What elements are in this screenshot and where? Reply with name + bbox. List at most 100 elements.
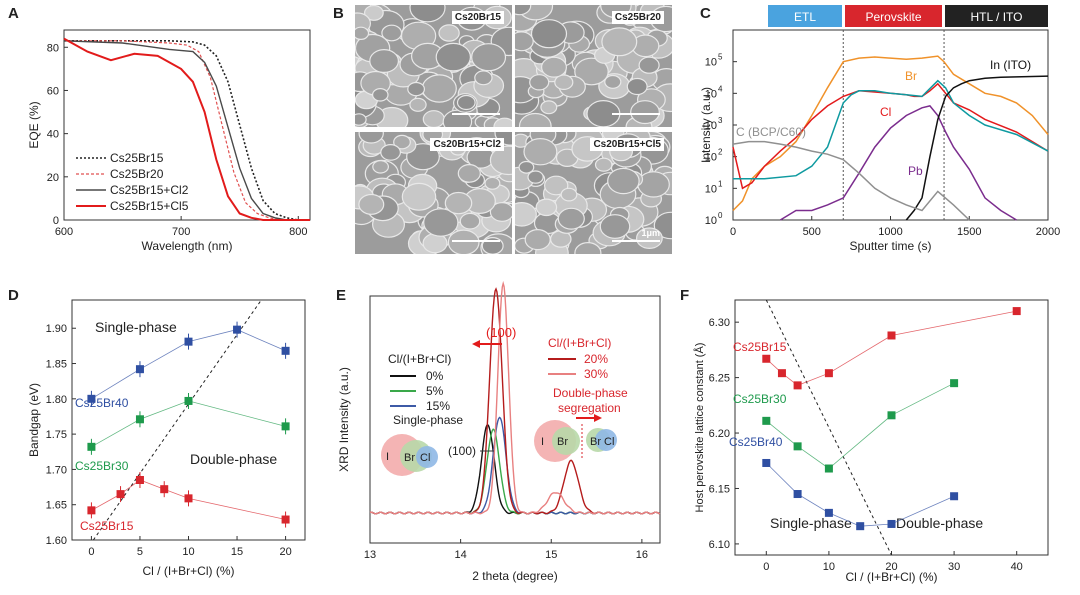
panel-c-xtick-2000: 2000 (1036, 226, 1060, 238)
panel-a-line-cs25br15-cl5 (63, 37, 310, 221)
panel-c-ytick-exp-2: 2 (718, 148, 723, 157)
sem-tile-cs20br15-cl5: Cs20Br15+Cl5 1μm (515, 132, 672, 254)
panel-d-ytick-1-90: 1.90 (46, 323, 67, 335)
panel-f-point-cs25br30 (793, 442, 802, 451)
panel-e-legend-label-0: 0% (426, 369, 444, 383)
panel-e-venn-label-br: Br (404, 452, 415, 464)
panel-a-ytick-60: 60 (47, 85, 59, 97)
panel-d-point-cs25br15 (281, 515, 290, 524)
panel-c-series-label-br: Br (905, 69, 917, 83)
panel-c-series-label-in-ito: In (ITO) (990, 58, 1031, 72)
panel-a-xtick-700: 700 (172, 226, 190, 238)
panel-e-legend-title-right: Cl/(I+Br+Cl) (548, 336, 611, 350)
panel-d-point-cs25br30 (184, 396, 193, 405)
panel-d-point-cs25br15 (135, 476, 144, 484)
panel-e-frame (369, 295, 661, 544)
panel-f-region-single: Single-phase (770, 515, 852, 531)
panel-e-legend-label-15: 15% (426, 399, 450, 413)
panel-f-series-label-cs25br30: Cs25Br30 (733, 392, 787, 406)
panel-a-line-cs25br15 (64, 39, 310, 221)
sem-tile-label: Cs20Br15+Cl2 (430, 138, 504, 151)
panel-f-point-cs25br40 (824, 508, 833, 517)
panel-e-shift-arrowhead-right (594, 414, 602, 422)
panel-d-series-label-cs25br30: Cs25Br30 (75, 459, 129, 473)
panel-e-annotation-double-1: Double-phase (553, 386, 628, 400)
panel-e-annotation-single: Single-phase (393, 413, 463, 427)
sem-scale-bar (452, 113, 500, 115)
panel-d-xtick-20: 20 (279, 546, 291, 558)
panel-d-xtick-0: 0 (88, 546, 94, 558)
panel-d-region-single: Single-phase (95, 319, 177, 335)
panel-a-ytick-20: 20 (47, 172, 59, 184)
panel-d-series-label-cs25br40: Cs25Br40 (75, 396, 129, 410)
panel-f-ytick-6-10: 6.10 (709, 539, 730, 551)
panel-c-ytick-3: 10 (705, 120, 717, 132)
sem-scale-bar (612, 240, 660, 242)
panel-d-series-label-cs25br15: Cs25Br15 (80, 519, 134, 533)
panel-c-layer-label-htl-ito: HTL / ITO (970, 10, 1022, 24)
panel-c-line-series-2 (733, 79, 1049, 180)
panel-c-series-label-c-bcp-c60: C (BCP/C60) (736, 125, 806, 139)
panel-d-ylabel: Bandgap (eV) (27, 383, 41, 457)
panel-d-point-cs25br30 (135, 415, 144, 424)
panel-e-venn2-cl (595, 429, 617, 451)
panel-e-venn2-br (552, 427, 580, 455)
panel-f-xtick-0: 0 (763, 561, 769, 573)
panel-d-xtick-5: 5 (137, 546, 143, 558)
panel-f-point-cs25br15 (887, 331, 896, 340)
sem-scale-label: 1μm (641, 228, 660, 238)
panel-f-series-label-cs25br40: Cs25Br40 (729, 435, 783, 449)
panel-a-ytick-0: 0 (53, 215, 59, 227)
panel-f-point-cs25br40 (856, 522, 865, 531)
panel-f-point-cs25br30 (950, 379, 959, 388)
panel-e-legend-title: Cl/(I+Br+Cl) (388, 352, 451, 366)
panel-f-ytick-6-25: 6.25 (709, 373, 730, 385)
panel-c-ytick-4: 10 (705, 88, 717, 100)
panel-f-line-cs25br15 (766, 310, 1017, 386)
panel-c-series-label-cl: Cl (880, 105, 891, 119)
panel-c-layer-box-perovskite (845, 5, 942, 27)
panel-f-xtick-30: 30 (948, 561, 960, 573)
panel-d-point-cs25br30 (281, 422, 290, 431)
panel-c-layer-box-htl-ito (945, 5, 1048, 27)
panel-a-legend-label-cs25br15-cl2: Cs25Br15+Cl2 (110, 183, 189, 197)
panel-a-legend-label-cs25br15-cl5: Cs25Br15+Cl5 (110, 199, 189, 213)
panel-f-point-cs25br40 (887, 519, 896, 528)
panel-c-ytick-exp-4: 4 (718, 84, 723, 93)
panel-c-ytick-2: 10 (705, 152, 717, 164)
panel-c-ylabel: Intensity (a.u.) (699, 87, 713, 163)
panel-a-legend-label-cs25br20: Cs25Br20 (110, 167, 164, 181)
panel-e-legend-label-30: 30% (584, 367, 608, 381)
panel-e-venn2-label-br-right: Br (590, 436, 601, 448)
panel-d-point-cs25br40 (135, 365, 144, 374)
panel-f-series-label-cs25br15: Cs25Br15 (733, 340, 787, 354)
panel-a-xtick-800: 800 (289, 226, 307, 238)
panel-f-point-cs25br15 (762, 354, 771, 363)
panel-d-ytick-1-60: 1.60 (46, 535, 67, 547)
sem-tile-cs20br15: Cs20Br15 (355, 5, 512, 127)
sem-tile-cs20br15-cl2: Cs20Br15+Cl2 (355, 132, 512, 254)
panel-d-xtick-15: 15 (231, 546, 243, 558)
panel-f-point-cs25br40 (950, 492, 959, 501)
panel-e-legend-label-20: 20% (584, 352, 608, 366)
panel-c-layer-label-perovskite: Perovskite (865, 10, 921, 24)
panel-c-xtick-0: 0 (730, 226, 736, 238)
panel-f-ytick-6-20: 6.20 (709, 428, 730, 440)
panel-d-point-cs25br15 (116, 490, 125, 499)
panel-a-legend-label-cs25br15: Cs25Br15 (110, 151, 164, 165)
sem-tile-cs25br20: Cs25Br20 (515, 5, 672, 127)
panel-c-line-in-ito (905, 75, 1049, 221)
panel-c-layer-label-etl: ETL (794, 10, 816, 24)
panel-letter-C: C (700, 5, 711, 22)
panel-f-point-cs25br40 (762, 458, 771, 467)
panel-letter-D: D (8, 287, 19, 304)
sem-scale-bar (612, 113, 660, 115)
sem-tile-label: Cs20Br15+Cl5 (590, 138, 664, 151)
panel-f-point-cs25br15 (777, 369, 786, 378)
panel-d-ytick-1-80: 1.80 (46, 394, 67, 406)
panel-c-ytick-1: 10 (705, 183, 717, 195)
panel-c-ytick-5: 10 (705, 57, 717, 69)
panel-e-venn-label-cl: Cl (420, 452, 430, 464)
panel-e-xtick-15: 15 (545, 549, 557, 561)
panel-e-venn-cl (416, 446, 438, 468)
